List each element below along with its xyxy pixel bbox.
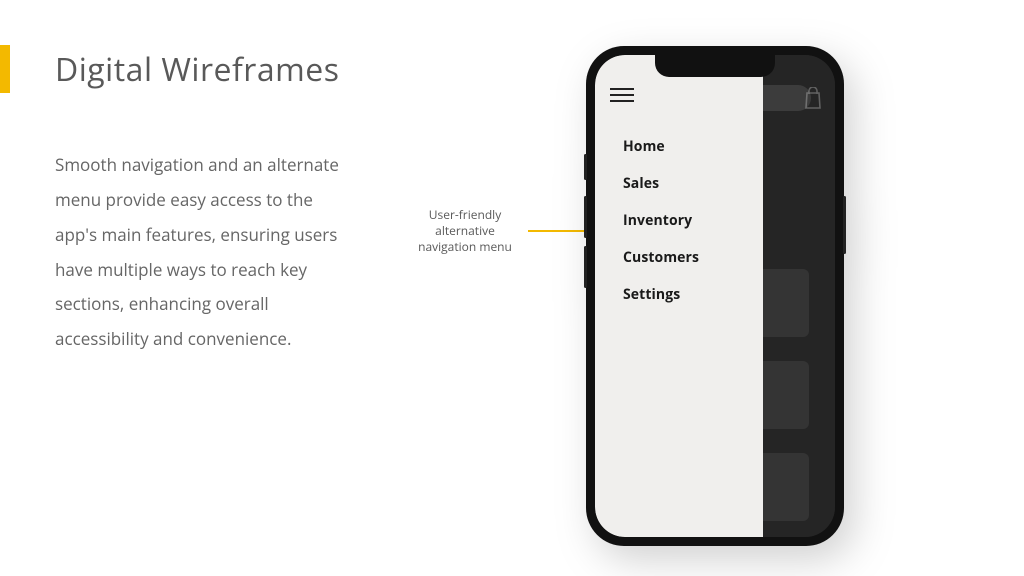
menu-item-sales[interactable]: Sales bbox=[623, 174, 699, 193]
navigation-drawer: Home Sales Inventory Customers Settings bbox=[595, 55, 763, 537]
slide-body-text: Smooth navigation and an alternate menu … bbox=[55, 148, 345, 357]
phone-mockup: Home Sales Inventory Customers Settings bbox=[586, 46, 844, 546]
phone-volume-up bbox=[584, 196, 587, 238]
annotation-label: User-friendly alternative navigation men… bbox=[405, 207, 525, 256]
menu-item-customers[interactable]: Customers bbox=[623, 248, 699, 267]
slide-title: Digital Wireframes bbox=[55, 48, 339, 91]
menu-item-inventory[interactable]: Inventory bbox=[623, 211, 699, 230]
phone-screen: Home Sales Inventory Customers Settings bbox=[595, 55, 835, 537]
phone-frame: Home Sales Inventory Customers Settings bbox=[586, 46, 844, 546]
shopping-bag-icon bbox=[803, 87, 823, 109]
phone-mute-switch bbox=[584, 154, 587, 180]
phone-power-button bbox=[843, 196, 846, 254]
accent-bar bbox=[0, 45, 10, 93]
phone-volume-down bbox=[584, 246, 587, 288]
menu-item-home[interactable]: Home bbox=[623, 137, 699, 156]
phone-notch bbox=[655, 55, 775, 77]
menu-item-settings[interactable]: Settings bbox=[623, 285, 699, 304]
menu-list: Home Sales Inventory Customers Settings bbox=[623, 137, 699, 304]
hamburger-icon[interactable] bbox=[610, 88, 634, 102]
